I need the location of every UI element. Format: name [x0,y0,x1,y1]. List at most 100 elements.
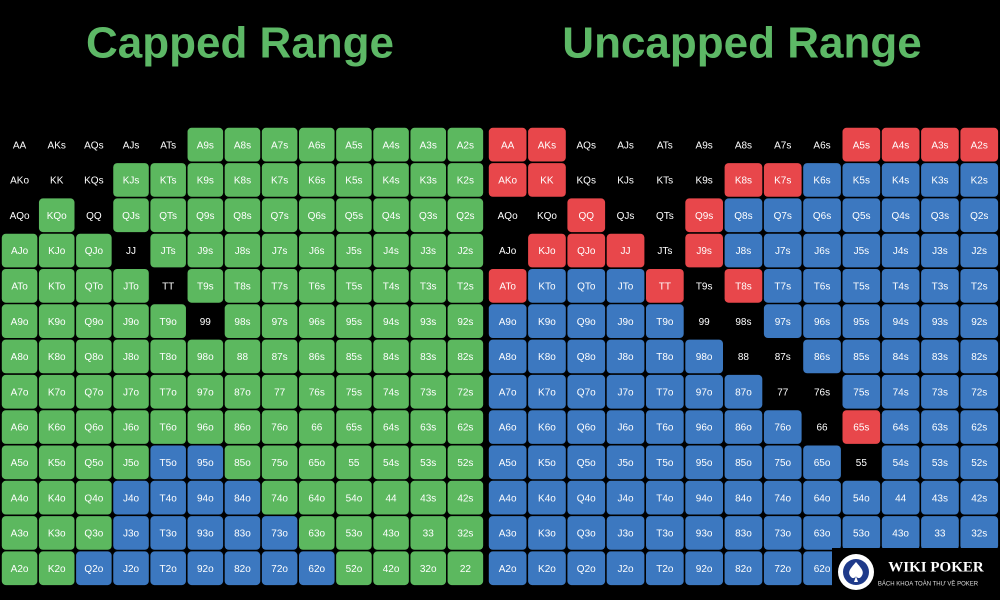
hand-label: 43o [383,529,400,540]
hand-label: 42o [383,564,400,575]
hand-cell [373,233,409,268]
hand-cell [150,410,186,444]
hand-cell [261,374,298,409]
hand-cell [187,127,224,162]
hand-cell [410,233,446,268]
hand-cell [842,374,881,409]
hand-label: 72s [457,387,473,398]
hand-label: A6o [499,423,517,434]
hand-cell [881,233,920,268]
hand-label: K9o [48,317,66,328]
hand-label: 94o [197,493,214,504]
hand-cell [261,304,298,338]
hand-cell [373,445,409,480]
hand-label: AQo [10,211,30,222]
hand-label: T3s [420,281,437,292]
hand-label: K8s [234,176,251,187]
hand-label: 72o [271,564,288,575]
hand-cell [261,198,298,233]
hand-cell [921,480,959,515]
hand-label: 53s [932,458,948,469]
hand-cell [299,374,335,409]
hand-cell [646,163,684,197]
hand-label: 87o [735,387,752,398]
hand-label: A2s [457,140,474,151]
hand-label: Q8o [84,352,103,363]
hand-label: 55 [348,458,360,469]
hand-label: K7s [774,176,791,187]
hand-cell [336,480,372,515]
hand-label: 52s [457,458,473,469]
hand-label: 74s [893,387,909,398]
hand-cell [803,374,841,409]
hand-cell [261,163,298,197]
hand-cell [803,516,841,550]
hand-label: ATs [657,140,673,151]
hand-cell [187,480,224,515]
hand-label: 84o [234,493,251,504]
hand-cell [960,198,999,233]
hand-cell [336,445,372,480]
hand-grid: AA AKs AQs AJs ATs A9s A8s A7s A6s A5s A4s A3s A2s AK… [487,126,999,586]
hand-cell [224,233,261,268]
hand-label: K6s [308,176,325,187]
hand-cell [724,304,763,338]
hand-cell [299,269,335,303]
hand-cell [447,374,484,409]
hand-label: Q6s [308,211,326,222]
hand-label: T9o [656,317,674,328]
hand-cell [224,339,261,374]
hand-cell [528,516,566,550]
hand-cell [842,163,881,197]
hand-cell [76,269,112,303]
hand-label: 87s [775,352,791,363]
hand-cell [113,445,149,480]
hand-cell [724,445,763,480]
hand-label: 96s [814,317,830,328]
hand-cell [488,445,527,480]
hand-cell [410,269,446,303]
hand-cell [646,480,684,515]
hand-cell [76,339,112,374]
hand-label: K8o [538,352,556,363]
hand-label: 97s [272,317,288,328]
hand-label: KTo [538,281,556,292]
hand-cell [299,163,335,197]
hand-label: 63o [814,529,831,540]
hand-label: 52o [346,564,363,575]
hand-cell [724,551,763,586]
hand-cell [567,198,606,233]
hand-cell [447,445,484,480]
hand-label: KJo [538,246,556,257]
hand-label: K5o [538,458,556,469]
hand-cell [76,374,112,409]
hand-cell [606,410,645,444]
hand-cell [606,551,645,586]
hand-label: Q9s [695,211,713,222]
hand-label: JTo [618,281,634,292]
hand-label: A4o [499,493,517,504]
hand-cell [76,480,112,515]
hand-label: AKs [48,140,66,151]
hand-cell [646,304,684,338]
hand-label: J5o [617,458,634,469]
hand-label: A9o [499,317,517,328]
hand-label: 88 [738,352,750,363]
hand-label: 62o [814,564,831,575]
hand-label: J9s [696,246,712,257]
hand-label: 87s [272,352,288,363]
hand-cell [960,374,999,409]
hand-cell [685,445,723,480]
hand-label: T4s [892,281,909,292]
hand-cell [187,269,224,303]
hand-label: Q6o [577,423,596,434]
hand-label: 77 [274,387,286,398]
hand-label: T7o [160,387,178,398]
hand-cell [488,233,527,268]
hand-label: K4o [48,493,66,504]
hand-label: T5o [160,458,178,469]
hand-cell [842,516,881,550]
hand-label: K2o [48,564,66,575]
hand-label: 85o [735,458,752,469]
hand-label: T4o [160,493,178,504]
